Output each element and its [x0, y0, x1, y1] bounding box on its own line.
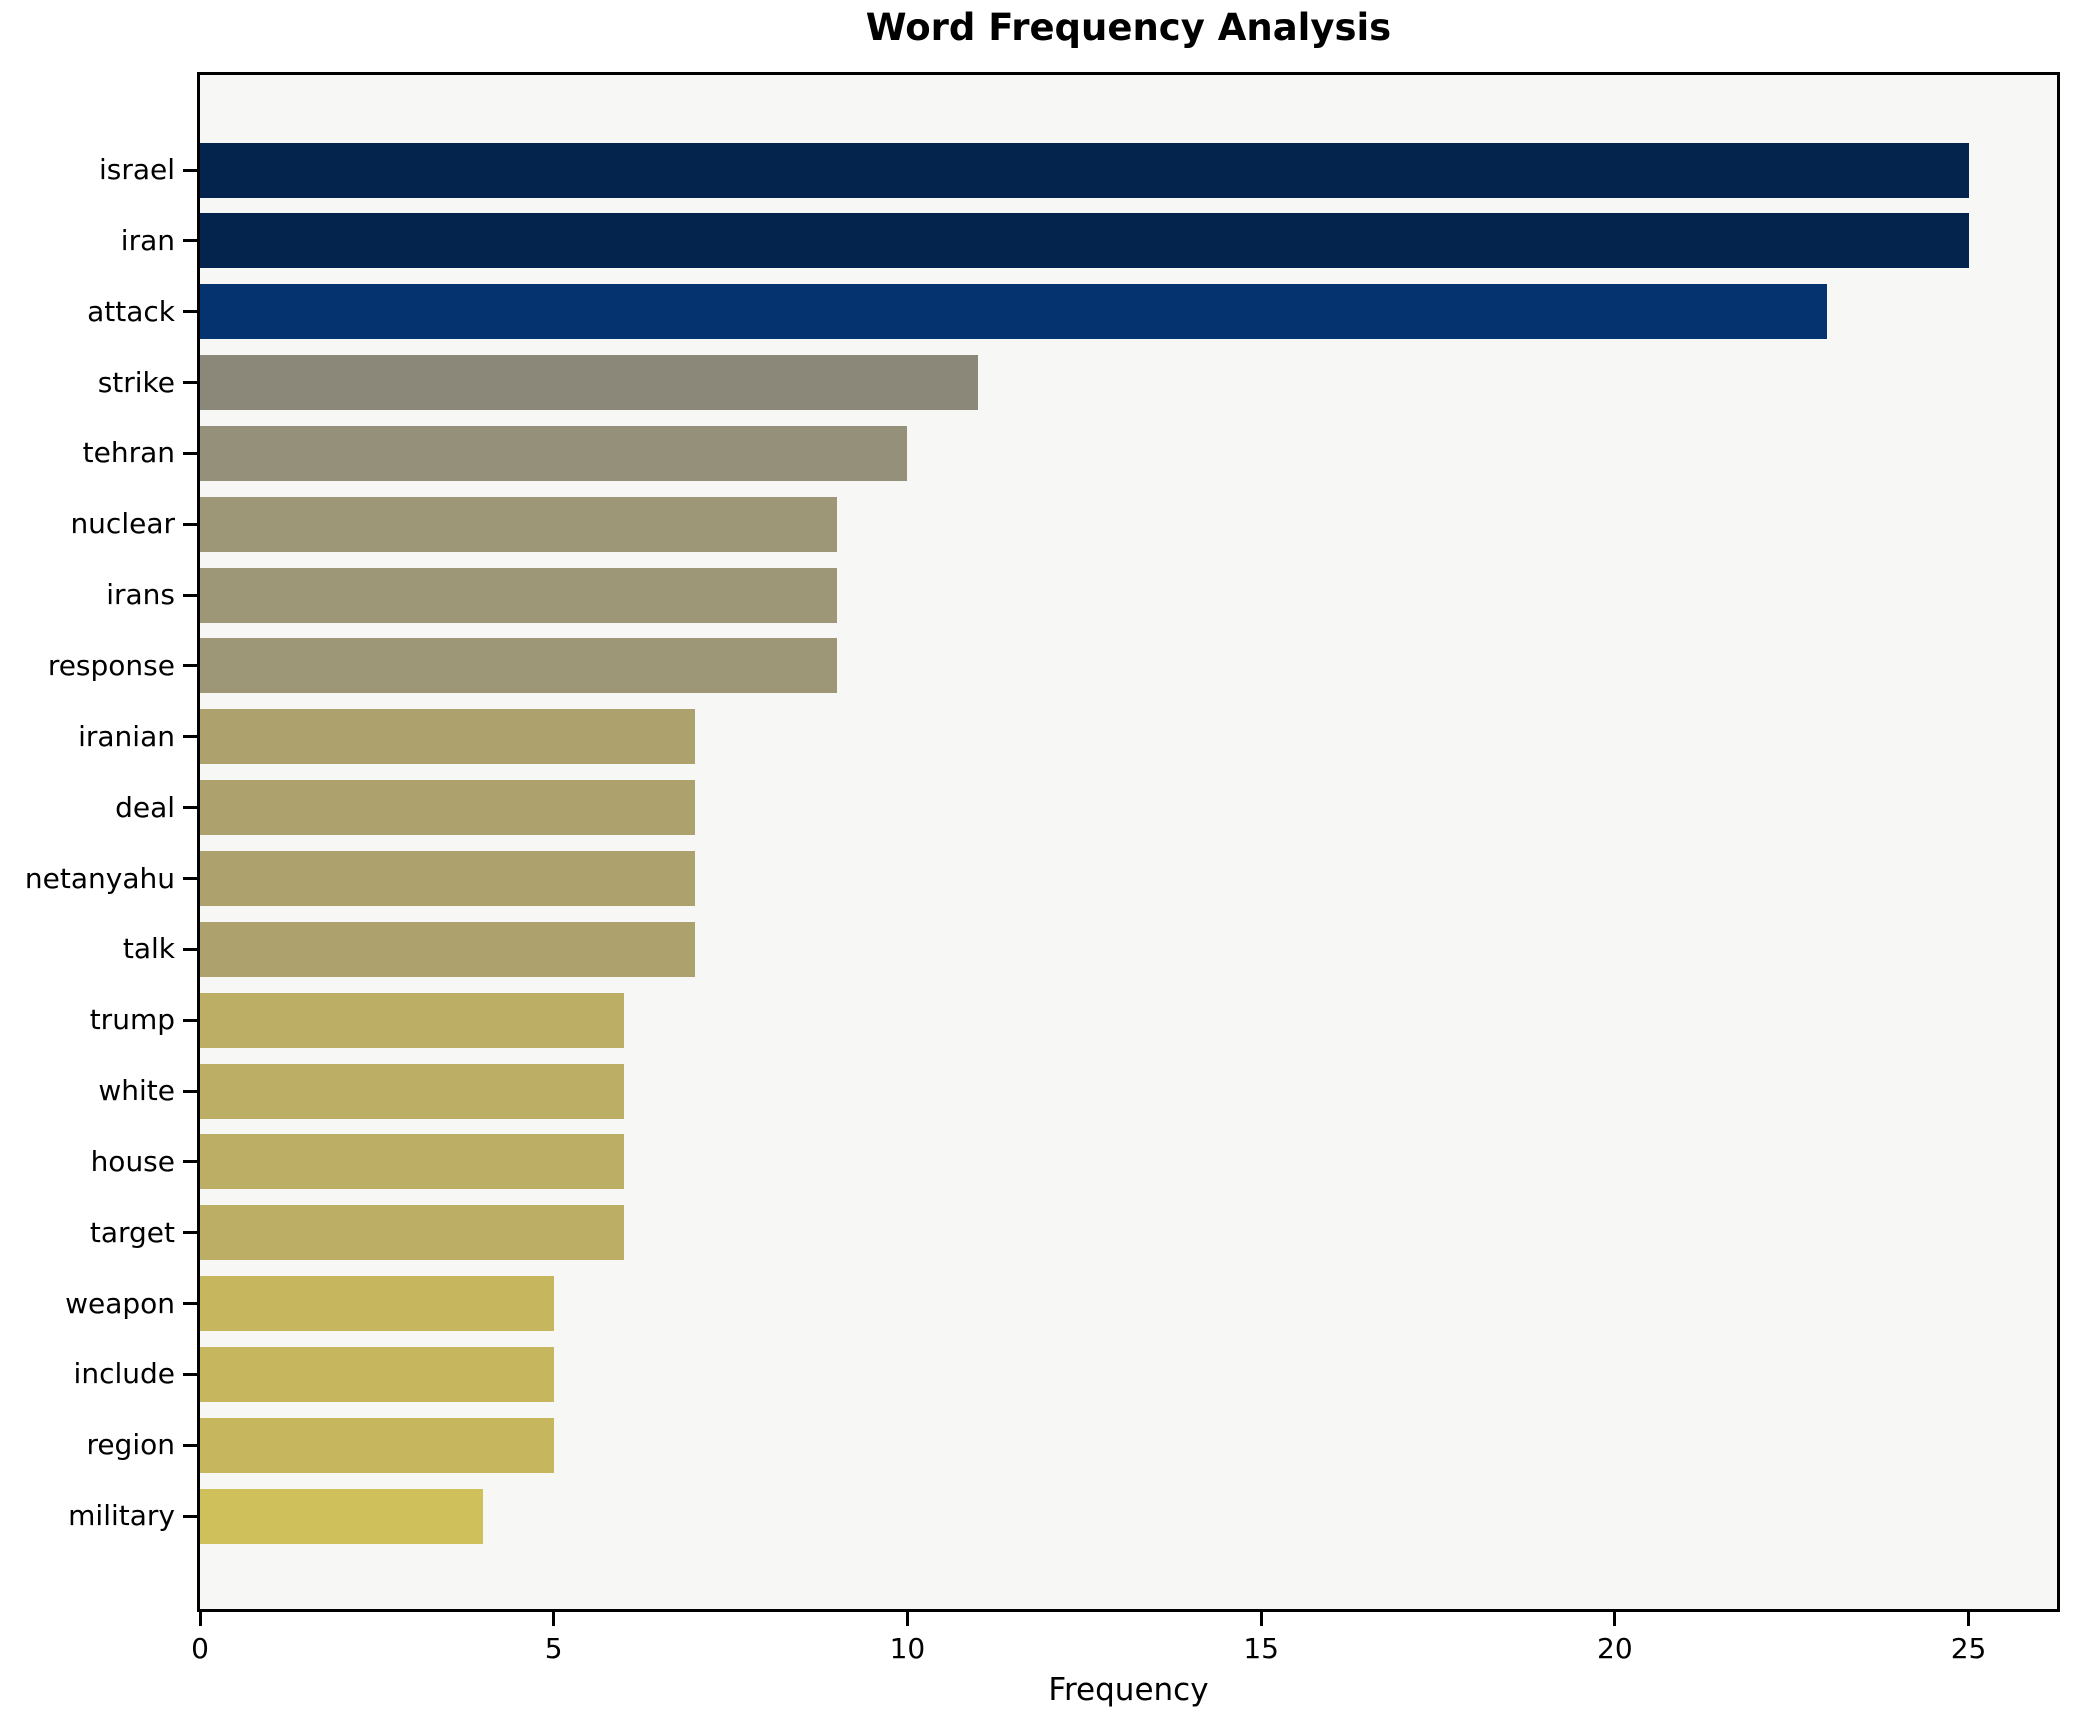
bar-military [200, 1488, 483, 1544]
y-tick-label-strike: strike [97, 365, 175, 399]
x-tick-label-15: 15 [1243, 1632, 1279, 1665]
y-tick-label-deal: deal [115, 790, 175, 824]
y-tick-mark [183, 451, 197, 455]
x-tick-label-25: 25 [1950, 1632, 1987, 1665]
bar-irans [200, 567, 837, 623]
y-tick-mark [183, 735, 197, 739]
bar-target [200, 1205, 625, 1261]
bar-strike [200, 355, 979, 411]
y-tick-mark [183, 664, 197, 668]
bar-tehran [200, 425, 908, 481]
x-tick-label-10: 10 [889, 1632, 926, 1665]
y-tick-label-talk: talk [122, 932, 175, 966]
bar-attack [200, 284, 1828, 340]
y-tick-label-netanyahu: netanyahu [24, 861, 175, 895]
x-tick-mark [1613, 1612, 1617, 1626]
x-axis-label: Frequency [1048, 1672, 1209, 1708]
bar-israel [200, 142, 1969, 198]
y-tick-label-response: response [47, 648, 175, 682]
y-tick-label-trump: trump [89, 1003, 175, 1037]
y-tick-mark [183, 1018, 197, 1022]
y-tick-label-region: region [86, 1428, 175, 1462]
chart-title: Word Frequency Analysis [865, 6, 1392, 49]
y-tick-mark [183, 1160, 197, 1164]
plot-area [197, 72, 2060, 1612]
bar-talk [200, 921, 696, 977]
y-tick-mark [183, 877, 197, 880]
bar-trump [200, 992, 625, 1048]
x-tick-mark [905, 1612, 909, 1626]
bar-iranian [200, 709, 696, 765]
y-tick-mark [183, 239, 197, 243]
y-tick-mark [183, 1443, 197, 1447]
y-tick-label-target: target [89, 1215, 175, 1249]
y-tick-label-israel: israel [98, 153, 175, 186]
bar-response [200, 638, 837, 694]
y-tick-label-tehran: tehran [82, 436, 175, 470]
y-tick-label-military: military [68, 1499, 175, 1533]
y-tick-mark [183, 1089, 197, 1093]
y-tick-mark [183, 1514, 197, 1518]
y-tick-label-iran: iran [120, 223, 175, 257]
y-tick-label-nuclear: nuclear [70, 507, 175, 541]
bar-white [200, 1063, 625, 1119]
y-tick-label-include: include [73, 1357, 175, 1391]
y-tick-label-iranian: iranian [78, 719, 175, 753]
bar-iran [200, 213, 1969, 269]
bar-netanyahu [200, 851, 696, 906]
bar-include [200, 1346, 554, 1402]
x-tick-mark [1259, 1612, 1263, 1626]
x-tick-label-5: 5 [544, 1632, 563, 1665]
y-tick-mark [183, 1231, 197, 1235]
y-tick-label-attack: attack [87, 294, 175, 328]
y-tick-mark [183, 1372, 197, 1376]
y-tick-mark [183, 593, 197, 597]
x-tick-mark [1967, 1612, 1971, 1626]
y-tick-mark [183, 806, 197, 810]
y-tick-mark [183, 168, 197, 172]
y-tick-mark [183, 947, 197, 951]
y-tick-mark [183, 522, 197, 526]
y-tick-label-house: house [90, 1144, 175, 1178]
y-tick-label-white: white [98, 1074, 175, 1108]
x-tick-label-0: 0 [191, 1632, 209, 1665]
bar-weapon [200, 1276, 554, 1332]
x-tick-label-20: 20 [1597, 1632, 1633, 1665]
y-tick-mark [183, 381, 197, 385]
bar-deal [200, 780, 696, 836]
bar-house [200, 1134, 625, 1190]
bar-region [200, 1417, 554, 1473]
bar-nuclear [200, 496, 837, 552]
x-tick-mark [552, 1612, 556, 1626]
y-tick-label-weapon: weapon [65, 1286, 175, 1320]
y-tick-mark [183, 1302, 197, 1306]
y-tick-label-irans: irans [106, 578, 175, 612]
x-tick-mark [198, 1612, 202, 1626]
y-tick-mark [183, 310, 197, 314]
